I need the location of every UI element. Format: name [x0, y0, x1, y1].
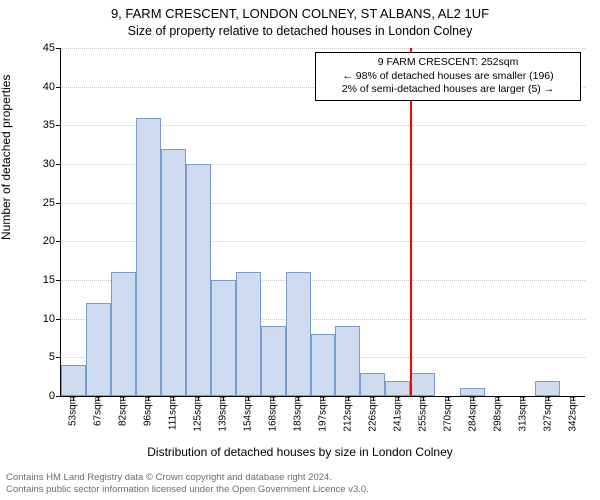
- plot-area: 05101520253035404553sqm67sqm82sqm96sqm11…: [60, 48, 585, 397]
- histogram-bar: [286, 272, 311, 396]
- histogram-bar: [261, 326, 286, 396]
- y-axis-label: Number of detached properties: [0, 75, 13, 240]
- x-tick-label: 270sqm: [442, 396, 453, 432]
- x-tick-label: 154sqm: [243, 396, 254, 432]
- x-tick-label: 168sqm: [268, 396, 279, 432]
- x-tick-label: 111sqm: [168, 396, 179, 430]
- y-tick-label: 10: [43, 313, 61, 325]
- y-tick-label: 35: [43, 119, 61, 131]
- x-tick-label: 313sqm: [517, 396, 528, 432]
- chart-subtitle: Size of property relative to detached ho…: [0, 24, 600, 38]
- histogram-bar: [360, 373, 385, 396]
- x-tick-label: 197sqm: [318, 396, 329, 432]
- x-tick-label: 255sqm: [417, 396, 428, 432]
- y-tick-label: 0: [49, 390, 61, 402]
- x-tick-label: 342sqm: [567, 396, 578, 432]
- x-tick-label: 125sqm: [193, 396, 204, 432]
- histogram-bar: [211, 280, 236, 396]
- x-tick-label: 226sqm: [367, 396, 378, 432]
- x-tick-label: 327sqm: [542, 396, 553, 432]
- chart-container: 9, FARM CRESCENT, LONDON COLNEY, ST ALBA…: [0, 0, 600, 500]
- annotation-line: ← 98% of detached houses are smaller (19…: [322, 70, 574, 84]
- histogram-bar: [460, 388, 485, 396]
- annotation-line: 2% of semi-detached houses are larger (5…: [322, 83, 574, 97]
- y-tick-label: 30: [43, 158, 61, 170]
- x-tick-label: 139sqm: [218, 396, 229, 432]
- y-tick-label: 40: [43, 81, 61, 93]
- x-tick-label: 53sqm: [68, 396, 79, 426]
- histogram-bar: [335, 326, 360, 396]
- footer-line-1: Contains HM Land Registry data © Crown c…: [6, 472, 332, 484]
- annotation-line: 9 FARM CRESCENT: 252sqm: [322, 56, 574, 70]
- y-tick-label: 25: [43, 197, 61, 209]
- histogram-bar: [385, 381, 410, 396]
- y-tick-label: 45: [43, 42, 61, 54]
- x-tick-label: 212sqm: [342, 396, 353, 432]
- histogram-bar: [61, 365, 86, 396]
- x-tick-label: 298sqm: [492, 396, 503, 432]
- x-tick-label: 183sqm: [293, 396, 304, 432]
- x-tick-label: 67sqm: [93, 396, 104, 426]
- chart-title: 9, FARM CRESCENT, LONDON COLNEY, ST ALBA…: [0, 6, 600, 21]
- histogram-bar: [535, 381, 560, 396]
- x-axis-label: Distribution of detached houses by size …: [0, 445, 600, 459]
- gridline: [61, 48, 585, 49]
- x-tick-label: 82sqm: [118, 396, 129, 426]
- histogram-bar: [136, 118, 161, 396]
- histogram-bar: [111, 272, 136, 396]
- footer-line-2: Contains public sector information licen…: [6, 484, 369, 496]
- x-tick-label: 241sqm: [392, 396, 403, 432]
- histogram-bar: [236, 272, 261, 396]
- histogram-bar: [410, 373, 435, 396]
- x-tick-label: 284sqm: [467, 396, 478, 432]
- annotation-box: 9 FARM CRESCENT: 252sqm← 98% of detached…: [315, 52, 581, 101]
- y-tick-label: 20: [43, 235, 61, 247]
- histogram-bar: [161, 149, 186, 396]
- x-tick-label: 96sqm: [143, 396, 154, 426]
- y-tick-label: 15: [43, 274, 61, 286]
- histogram-bar: [186, 164, 211, 396]
- y-tick-label: 5: [49, 351, 61, 363]
- histogram-bar: [86, 303, 111, 396]
- histogram-bar: [311, 334, 336, 396]
